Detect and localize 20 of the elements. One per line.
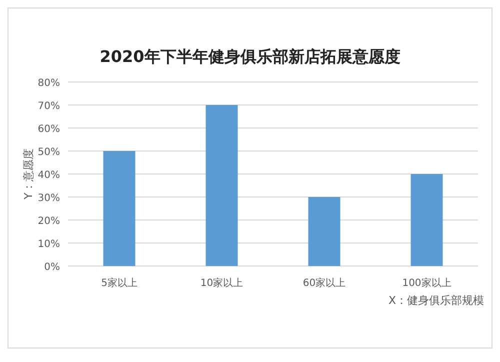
y-tick-label: 80% (38, 78, 60, 89)
bar (308, 197, 340, 266)
y-tick-label: 40% (38, 170, 60, 181)
x-axis-title: X：健身俱乐部规模 (388, 294, 484, 307)
y-axis-title: Y：意愿度 (22, 148, 35, 200)
y-tick-label: 60% (38, 124, 60, 135)
y-tick-label: 20% (38, 216, 60, 227)
x-tick-label: 60家以上 (302, 277, 346, 289)
y-tick-label: 30% (38, 193, 60, 204)
y-tick-label: 0% (44, 262, 60, 273)
bar (206, 105, 238, 266)
chart-title: 2020年下半年健身俱乐部新店拓展意愿度 (100, 47, 400, 66)
y-tick-label: 50% (38, 147, 60, 158)
y-tick-label: 10% (38, 239, 60, 250)
x-tick-label: 100家以上 (402, 277, 452, 289)
x-tick-label: 10家以上 (200, 277, 244, 289)
bar (103, 151, 136, 266)
bar (410, 174, 443, 266)
y-tick-label: 70% (38, 101, 60, 112)
x-tick-label: 5家以上 (101, 277, 138, 289)
